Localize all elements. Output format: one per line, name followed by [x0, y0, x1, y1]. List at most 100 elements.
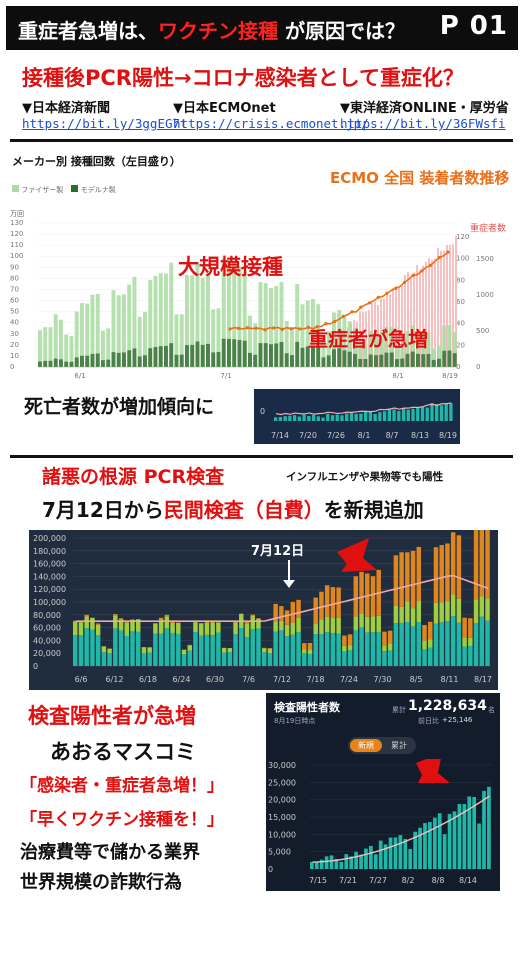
- moderna-bar: [85, 355, 90, 367]
- moderna-bar: [185, 345, 189, 367]
- pos-x-tick: 7/27: [369, 876, 387, 885]
- pfizer-bar: [211, 309, 216, 367]
- legend-moderna: モデルナ製: [80, 186, 116, 194]
- chart-legend: ファイザー製 モデルナ製: [12, 185, 116, 195]
- pcr-bar-public: [130, 631, 135, 666]
- pcr-bar-private: [193, 622, 198, 633]
- pcr-bar-public: [221, 652, 227, 666]
- moderna-bar: [69, 361, 74, 367]
- source-link[interactable]: https://crisis.ecmonet.jp/: [173, 116, 369, 131]
- ecmo-point: [289, 327, 293, 331]
- severe-bar: [431, 259, 433, 367]
- moderna-bar: [38, 361, 42, 367]
- pcr-bar-selfpay: [399, 552, 404, 607]
- pfizer-bar: [405, 331, 410, 367]
- pcr-bar-private: [399, 606, 404, 623]
- source-2: ▼日本ECMOnet https://crisis.ecmonet.jp/: [173, 97, 369, 131]
- severe-bar: [455, 235, 457, 367]
- positives-bar: [477, 823, 481, 869]
- deaths-bar: [335, 414, 339, 421]
- pcr-bar-private: [107, 648, 112, 654]
- deaths-bar: [435, 404, 439, 421]
- moderna-bar: [153, 347, 158, 367]
- deaths-chart: 0 7/14 7/20 7/26 8/1 8/7 8/13 8/19: [254, 389, 460, 444]
- moderna-bar: [74, 357, 79, 367]
- pfizer-bar: [90, 294, 95, 367]
- pcr-bar-public: [73, 634, 78, 666]
- deaths-bar: [292, 415, 297, 421]
- pcr-y-tick: 40,000: [33, 636, 61, 645]
- pcr-bar-selfpay: [73, 620, 78, 622]
- x-tick: 8/19: [442, 372, 458, 380]
- severe-bar: [443, 250, 445, 367]
- pfizer-bar: [237, 266, 242, 367]
- moderna-bar: [137, 356, 142, 367]
- pcr-bar-selfpay: [473, 525, 479, 600]
- pcr-bar-private: [244, 623, 250, 638]
- pfizer-bar: [337, 309, 342, 367]
- moderna-bar: [80, 355, 84, 367]
- pcr-bar-private: [428, 639, 433, 648]
- pcr-bar-private: [319, 619, 324, 635]
- pfizer-bar: [437, 345, 441, 367]
- pfizer-bar: [80, 303, 84, 367]
- deaths-bar: [406, 409, 410, 421]
- annotation-mass-vaccination: 大規模接種: [178, 255, 283, 279]
- legend-swatch-pfizer: [12, 185, 19, 192]
- y-tick-left: 30: [10, 330, 19, 338]
- pcr-bar-selfpay: [370, 576, 376, 617]
- pfizer-bar: [258, 282, 263, 367]
- severe-bar: [356, 321, 358, 367]
- pcr-bar-private: [221, 647, 227, 653]
- pos-x-tick: 7/21: [339, 876, 357, 885]
- moderna-bar: [190, 344, 195, 367]
- pcr-bar-public: [204, 634, 210, 666]
- source-link[interactable]: https://bit.ly/36FWsfi: [340, 116, 506, 131]
- deaths-bar: [330, 415, 335, 421]
- pfizer-bar: [174, 314, 179, 367]
- pcr-bar-public: [153, 633, 158, 666]
- pcr-bar-public: [313, 634, 318, 666]
- pcr-bar-private: [479, 596, 485, 617]
- pcr-y-tick: 180,000: [33, 547, 66, 556]
- pcr-bar-selfpay: [130, 619, 135, 621]
- positives-bar: [408, 849, 413, 869]
- pcr-bar-selfpay: [170, 621, 175, 623]
- y-tick-left: 20: [10, 341, 19, 349]
- pcr-bar-selfpay: [244, 621, 250, 624]
- pcr-bar-private: [267, 648, 273, 654]
- title-text: 重症者急増は、: [18, 19, 158, 43]
- deaths-bar: [387, 408, 391, 421]
- pcr-bar-private: [90, 617, 95, 630]
- quote-1: 「感染者・重症者急増！」: [20, 776, 224, 796]
- severe-bar: [341, 328, 343, 367]
- industry-line: 治療費等で儲かる業界: [20, 842, 200, 863]
- source-link[interactable]: https://bit.ly/3ggEG7t: [22, 116, 188, 131]
- ecmo-title: ECMO 全国 装着者数推移: [330, 169, 510, 187]
- deaths-bar: [401, 408, 406, 421]
- moderna-bar: [321, 357, 326, 367]
- tab-new[interactable]: 新規: [350, 739, 382, 752]
- pcr-bar-selfpay: [198, 623, 204, 624]
- moderna-bar: [347, 351, 352, 367]
- positives-bar: [467, 796, 472, 869]
- positives-bar: [393, 837, 398, 869]
- pcr-sub-text-end: を新規追加: [323, 498, 424, 522]
- pos-y-tick: 20,000: [268, 796, 296, 805]
- pcr-bar-private: [324, 616, 330, 633]
- tab-cumulative[interactable]: 累計: [391, 741, 407, 750]
- pcr-bar-public: [479, 616, 485, 666]
- deaths-bar: [345, 413, 349, 421]
- severe-bar: [416, 265, 418, 367]
- pcr-bar-private: [227, 648, 233, 653]
- pfizer-bar: [295, 283, 300, 367]
- pcr-bar-public: [113, 628, 118, 666]
- moderna-bar: [43, 360, 48, 367]
- severe-bar: [449, 244, 451, 367]
- pcr-bar-public: [118, 630, 124, 666]
- unit-label: 万回: [10, 210, 24, 218]
- pfizer-bar: [263, 282, 268, 367]
- pcr-bar-selfpay: [428, 621, 433, 640]
- pcr-bar-public: [330, 633, 336, 666]
- pcr-bar-public: [456, 622, 462, 666]
